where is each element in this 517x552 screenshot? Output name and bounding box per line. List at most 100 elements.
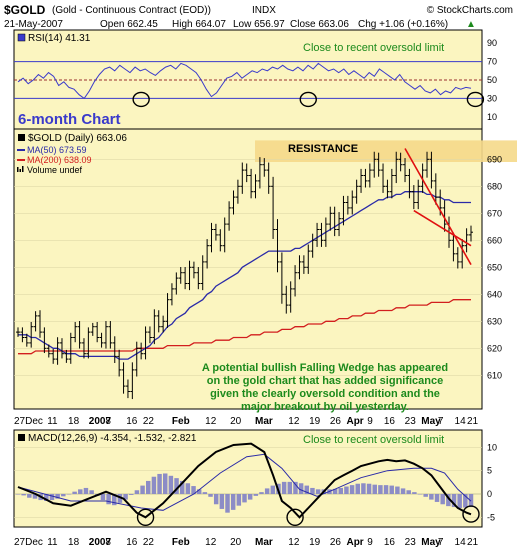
macd-histogram-bar xyxy=(389,485,394,494)
price-bar xyxy=(33,311,38,332)
macd-histogram-bar xyxy=(134,490,140,494)
price-y-axis: 610 620 630 640 650 660 670 680 690 xyxy=(487,154,502,380)
price-bar xyxy=(403,158,408,183)
macd-histogram-bar xyxy=(202,492,208,494)
date-tick-label: 26 xyxy=(330,416,342,427)
price-bar xyxy=(143,326,148,360)
price-bar xyxy=(125,379,130,399)
price-tick-label: 650 xyxy=(487,262,502,272)
macd-histogram-bar xyxy=(230,494,236,510)
macd-tick-label: -5 xyxy=(487,512,495,522)
blue-square-icon xyxy=(17,33,26,42)
price-bar xyxy=(341,195,346,226)
macd-histogram-bar xyxy=(66,494,72,495)
price-bar xyxy=(196,267,201,290)
date-tick-label: 14 xyxy=(455,416,467,427)
price-bar xyxy=(262,158,267,177)
price-bar xyxy=(469,225,473,242)
price-bar xyxy=(345,195,350,215)
price-bar xyxy=(416,179,421,210)
date-tick-label: 9 xyxy=(367,416,373,427)
macd-tick-label: 0 xyxy=(487,489,492,499)
date-tick-label: Mar xyxy=(255,416,273,427)
price-bar xyxy=(315,222,320,247)
wedge-upper-line xyxy=(404,148,472,265)
price-bar xyxy=(363,168,368,188)
macd-histogram-bar xyxy=(112,494,117,506)
macd-histogram-bar xyxy=(366,483,372,494)
price-bar xyxy=(64,349,69,363)
volume-bars-icon xyxy=(17,166,24,172)
price-bar xyxy=(350,190,355,215)
date-tick-label: 18 xyxy=(68,416,80,427)
macd-plot-area xyxy=(13,429,483,528)
rsi-oversold-circles xyxy=(132,91,485,108)
ma200-legend: MA(200) 638.09 xyxy=(27,155,92,165)
price-bar xyxy=(354,179,359,204)
macd-histogram-bar xyxy=(49,494,55,501)
price-bar xyxy=(77,321,82,349)
price-bar xyxy=(337,212,342,237)
price-bar xyxy=(117,349,122,377)
macd-histogram-bar xyxy=(406,490,411,494)
open-value: Open 662.45 xyxy=(100,19,158,30)
price-bar xyxy=(112,336,117,364)
price-bar xyxy=(187,260,192,291)
price-bar xyxy=(55,337,60,365)
date-tick-label: 26 xyxy=(330,537,342,548)
price-bar xyxy=(29,321,34,348)
date-tick-label: 2007 xyxy=(89,416,112,427)
price-bar xyxy=(389,168,394,199)
date-tick-label: 11 xyxy=(47,537,58,548)
date-tick-label: 22 xyxy=(143,416,155,427)
date-tick-label: 12 xyxy=(205,537,217,548)
macd-histogram-bar xyxy=(315,489,321,494)
price-bar xyxy=(183,267,188,290)
macd-histogram-bar xyxy=(304,485,310,494)
macd-histogram-bar xyxy=(100,494,106,501)
macd-tick-label: 5 xyxy=(487,466,492,476)
price-bar xyxy=(301,255,306,274)
macd-histogram-bar xyxy=(123,494,128,500)
date-label: 21-May-2007 xyxy=(4,19,63,30)
price-bar xyxy=(381,163,386,193)
date-tick-label: Feb xyxy=(172,416,190,427)
price-bar xyxy=(169,283,174,306)
macd-histogram-bar xyxy=(264,488,270,494)
price-bar xyxy=(73,321,78,343)
copyright-label: © StockCharts.com xyxy=(427,5,513,16)
price-bar xyxy=(367,163,372,188)
oversold-circle xyxy=(466,91,485,108)
volume-legend: Volume undef xyxy=(27,165,83,175)
macd-histogram-bar xyxy=(349,485,355,494)
price-bar xyxy=(257,157,262,189)
price-bar xyxy=(407,168,412,199)
macd-histogram-bar xyxy=(440,494,445,505)
price-bar xyxy=(442,200,447,232)
price-bar xyxy=(385,179,390,199)
price-bar xyxy=(165,293,170,328)
price-gridlines xyxy=(14,159,482,376)
date-tick-label: 7 xyxy=(438,416,444,427)
macd-histogram-bar xyxy=(191,486,196,494)
low-value: Low 656.97 xyxy=(233,19,285,30)
macd-line xyxy=(17,442,472,519)
macd-histogram-bar xyxy=(434,494,440,502)
close-value: Close 663.06 xyxy=(290,19,349,30)
price-bar xyxy=(191,261,196,279)
macd-histogram-bar xyxy=(196,489,202,494)
macd-histogram-bar xyxy=(372,484,377,494)
oversold-circle xyxy=(286,508,304,527)
price-bar xyxy=(279,252,284,304)
wedge-annotation: A potential bullish Falling Wedge has ap… xyxy=(202,362,448,413)
price-bar xyxy=(464,228,469,253)
price-bar xyxy=(99,332,104,348)
macd-histogram-bar xyxy=(129,494,134,495)
price-tick-label: 640 xyxy=(487,289,502,299)
macd-histogram-bar xyxy=(78,489,83,494)
resistance-label: RESISTANCE xyxy=(288,143,358,155)
price-bar xyxy=(376,152,381,177)
date-tick-label: 27Dec xyxy=(14,537,43,548)
macd-histogram-bar xyxy=(208,494,213,497)
